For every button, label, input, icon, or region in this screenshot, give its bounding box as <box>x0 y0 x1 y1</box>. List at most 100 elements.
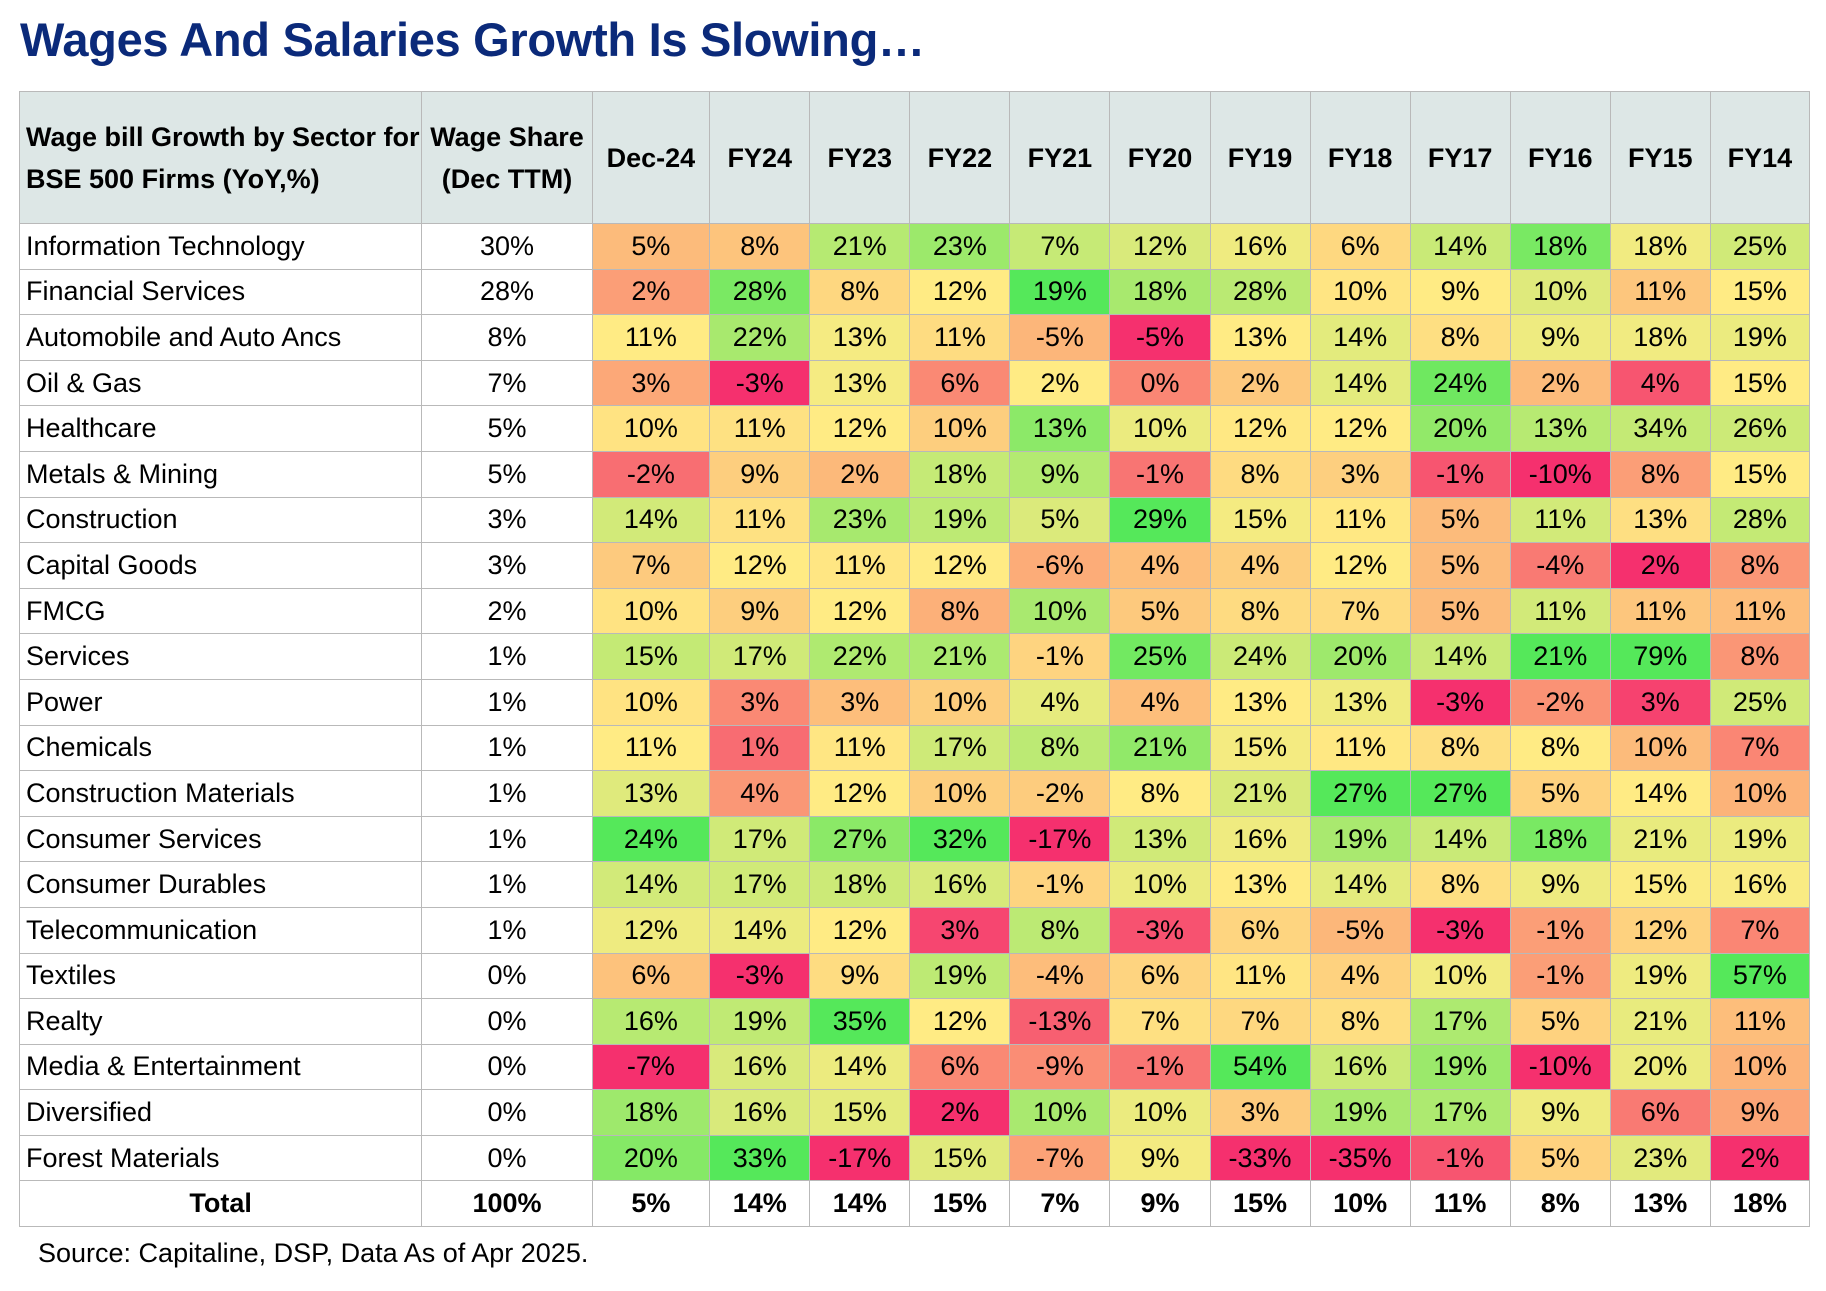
heatmap-cell: 6% <box>1309 223 1411 270</box>
total-value-cell: 13% <box>1609 1180 1711 1228</box>
table-row: Realty 0% 16% 19% 35% 12% -13% 7% 7% 8% 17% 5% 21% 11… <box>18 998 1811 1045</box>
heatmap-cell: 8% <box>1109 770 1211 817</box>
heatmap-cell: 7% <box>1209 998 1311 1045</box>
heatmap-cell: 24% <box>591 815 711 863</box>
heatmap-cell: 11% <box>1309 724 1411 772</box>
heatmap-cell: 3% <box>709 678 811 726</box>
sector-label: Diversified <box>18 1089 423 1136</box>
sector-label: Construction Materials <box>18 770 423 817</box>
total-value-cell: 15% <box>909 1180 1011 1228</box>
heatmap-cell: -5% <box>1109 314 1211 361</box>
heatmap-cell: 14% <box>1309 359 1411 407</box>
heatmap-cell: 11% <box>1709 998 1811 1045</box>
heatmap-cell: 16% <box>709 1043 811 1091</box>
table-row: Consumer Durables 1% 14% 17% 18% 16% -1% 10% 13%… <box>18 861 1811 908</box>
sector-label: FMCG <box>18 587 423 635</box>
heatmap-cell: 11% <box>709 496 811 544</box>
total-value-cell: 14% <box>809 1180 911 1228</box>
heatmap-cell: 8% <box>1409 861 1511 908</box>
heatmap-cell: 6% <box>591 952 711 1000</box>
heatmap-cell: -13% <box>1009 998 1111 1045</box>
heatmap-cell: 2% <box>1509 359 1611 407</box>
heatmap-cell: 10% <box>591 405 711 452</box>
heatmap-cell: 5% <box>1409 496 1511 544</box>
wage-share-cell: 1% <box>421 906 593 954</box>
heatmap-cell: 21% <box>1609 998 1711 1045</box>
heatmap-cell: 13% <box>591 770 711 817</box>
heatmap-cell: 21% <box>1109 724 1211 772</box>
heatmap-cell: 17% <box>1409 998 1511 1045</box>
total-value-cell: 5% <box>591 1180 711 1228</box>
heatmap-cell: 24% <box>1409 359 1511 407</box>
heatmap-cell: -1% <box>1409 1134 1511 1182</box>
heatmap-cell: 19% <box>1609 952 1711 1000</box>
sector-label: Telecommunication <box>18 906 423 954</box>
heatmap-cell: -9% <box>1009 1043 1111 1091</box>
heatmap-cell: 15% <box>1209 724 1311 772</box>
heatmap-cell: 7% <box>1709 906 1811 954</box>
heatmap-cell: 10% <box>909 405 1011 452</box>
total-value-cell: 18% <box>1709 1180 1811 1228</box>
heatmap-cell: -1% <box>1109 1043 1211 1091</box>
table-row: Power 1% 10% 3% 3% 10% 4% 4% 13% 13% -3% -2% 3% 25% <box>18 678 1811 726</box>
heatmap-cell: 2% <box>591 268 711 316</box>
heatmap-cell: 24% <box>1209 633 1311 680</box>
sector-label: Financial Services <box>18 268 423 316</box>
heatmap-cell: 2% <box>1609 542 1711 589</box>
heatmap-cell: 9% <box>1109 1134 1211 1182</box>
sector-label: Chemicals <box>18 724 423 772</box>
period-column-header: FY24 <box>709 91 811 224</box>
heatmap-cell: -7% <box>1009 1134 1111 1182</box>
heatmap-cell: 19% <box>1009 268 1111 316</box>
heatmap-cell: 29% <box>1109 496 1211 544</box>
heatmap-cell: 10% <box>1109 1089 1211 1136</box>
heatmap-cell: 15% <box>591 633 711 680</box>
heatmap-cell: 9% <box>1009 450 1111 498</box>
heatmap-cell: 10% <box>1409 952 1511 1000</box>
heatmap-cell: 13% <box>1509 405 1611 452</box>
heatmap-cell: 13% <box>1209 314 1311 361</box>
heatmap-cell: 11% <box>1709 587 1811 635</box>
heatmap-cell: 0% <box>1109 359 1211 407</box>
heatmap-cell: -3% <box>1409 906 1511 954</box>
table-row: Telecommunication 1% 12% 14% 12% 3% 8% -3% 6% -5%… <box>18 906 1811 954</box>
heatmap-cell: 33% <box>709 1134 811 1182</box>
heatmap-cell: 12% <box>1609 906 1711 954</box>
wage-share-cell: 28% <box>421 268 593 316</box>
heatmap-cell: 12% <box>909 998 1011 1045</box>
heatmap-cell: 57% <box>1709 952 1811 1000</box>
period-column-header: FY14 <box>1709 91 1811 224</box>
heatmap-cell: -1% <box>1409 450 1511 498</box>
heatmap-cell: 19% <box>1409 1043 1511 1091</box>
heatmap-cell: 14% <box>1309 861 1411 908</box>
heatmap-cell: 34% <box>1609 405 1711 452</box>
heatmap-cell: 16% <box>591 998 711 1045</box>
heatmap-cell: 16% <box>1209 223 1311 270</box>
heatmap-cell: 8% <box>1709 542 1811 589</box>
wage-share-cell: 30% <box>421 223 593 270</box>
heatmap-cell: 8% <box>1309 998 1411 1045</box>
heatmap-cell: 6% <box>1209 906 1311 954</box>
heatmap-cell: -3% <box>709 952 811 1000</box>
heatmap-cell: 8% <box>1209 450 1311 498</box>
heatmap-cell: 21% <box>809 223 911 270</box>
heatmap-cell: 17% <box>709 815 811 863</box>
heatmap-cell: 4% <box>709 770 811 817</box>
heatmap-cell: 9% <box>709 587 811 635</box>
wage-share-cell: 1% <box>421 770 593 817</box>
table-row: Chemicals 1% 11% 1% 11% 17% 8% 21% 15% 11% 8% 8% 10%… <box>18 724 1811 772</box>
heatmap-cell: 13% <box>1209 861 1311 908</box>
total-value-cell: 7% <box>1009 1180 1111 1228</box>
heatmap-cell: -4% <box>1009 952 1111 1000</box>
heatmap-cell: 7% <box>591 542 711 589</box>
sector-label: Services <box>18 633 423 680</box>
heatmap-cell: 20% <box>1309 633 1411 680</box>
heatmap-cell: 8% <box>1409 314 1511 361</box>
heatmap-cell: -1% <box>1009 861 1111 908</box>
wage-share-cell: 3% <box>421 542 593 589</box>
sector-column-header: Wage bill Growth by Sector for BSE 500 F… <box>18 91 423 224</box>
heatmap-cell: 10% <box>1709 770 1811 817</box>
sector-label: Consumer Durables <box>18 861 423 908</box>
heatmap-cell: 11% <box>809 542 911 589</box>
heatmap-cell: 16% <box>909 861 1011 908</box>
